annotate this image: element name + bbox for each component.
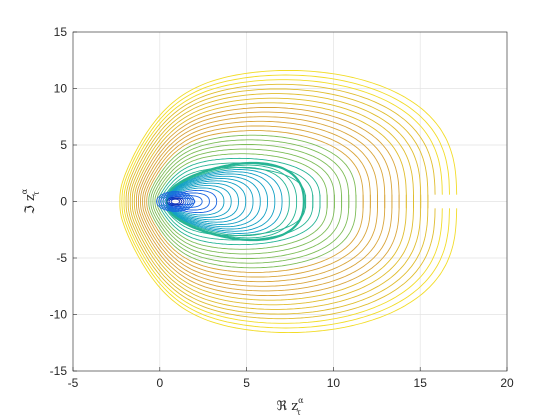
x-axis-label: ℜ zα τ [277, 396, 305, 417]
contour-line [168, 197, 183, 206]
contour-line [125, 83, 436, 202]
y-axis-label: ℑ zα τ [20, 188, 41, 214]
contour-line [150, 139, 350, 202]
y-tick-label: 5 [60, 138, 67, 152]
contour-line [142, 120, 378, 202]
x-tick-label: -5 [68, 376, 79, 390]
contour-line [125, 201, 436, 320]
contour-line [123, 201, 443, 324]
contour-line [156, 191, 195, 212]
y-tick-label: 15 [54, 25, 68, 39]
contour-line [170, 198, 181, 205]
contour-line [131, 97, 414, 202]
contour-line [131, 201, 414, 306]
contour-line [166, 171, 276, 232]
contour-line [156, 201, 328, 250]
contour-line [166, 187, 225, 216]
contour-line [162, 194, 189, 209]
x-tick-label: 0 [156, 376, 163, 390]
x-tick-label: 15 [414, 376, 428, 390]
contour-line [152, 201, 343, 259]
y-tick-label: -5 [56, 251, 67, 265]
contour-line [127, 88, 429, 202]
contour-line [166, 178, 254, 225]
contour-line [166, 169, 283, 234]
contour-line [150, 201, 350, 264]
contour-line [123, 79, 443, 202]
contour-line [146, 130, 364, 202]
contour-line [148, 134, 357, 202]
y-tick-label: -15 [50, 364, 68, 378]
x-ticks: -5 0 5 10 15 20 [68, 367, 514, 390]
y-tick-label: 0 [60, 195, 67, 209]
contour-line [133, 102, 407, 202]
contour-line [140, 116, 386, 202]
contour-line [129, 93, 422, 202]
x-tick-label: 10 [327, 376, 341, 390]
contour-line [166, 180, 247, 223]
y-tick-label: -10 [50, 308, 68, 322]
contour-line [166, 175, 261, 228]
y-tick-label: 10 [54, 82, 68, 96]
contour-line [138, 201, 393, 292]
contour-line [140, 201, 386, 287]
contour-line [119, 69, 458, 202]
contour-line [154, 148, 335, 202]
contour-line [166, 196, 185, 207]
x-tick-label: 5 [243, 376, 250, 390]
contour-line [160, 201, 314, 241]
grid [72, 31, 508, 372]
contour-line [158, 201, 321, 246]
contour-line [166, 185, 232, 218]
contour-line [146, 201, 364, 273]
contour-line [135, 106, 400, 202]
contour-line [162, 201, 307, 236]
contour-line [165, 161, 306, 242]
contour-line [166, 173, 268, 230]
contour-line [121, 201, 450, 329]
contour-line [166, 182, 239, 221]
contour-line [129, 201, 422, 310]
contour-line [138, 111, 393, 202]
contour-line [152, 144, 343, 202]
contour-line [154, 201, 335, 255]
contour-line [162, 167, 307, 202]
contour-line [164, 195, 187, 208]
contour-line [148, 201, 357, 269]
x-tick-label: 20 [500, 376, 514, 390]
contour-line [127, 201, 429, 315]
contour-line [133, 201, 407, 301]
contour-line [158, 157, 321, 202]
contour-line [121, 74, 450, 202]
contour-line [166, 166, 290, 237]
contour-lines [119, 69, 458, 334]
y-ticks: -15 -10 -5 0 5 10 15 [50, 25, 77, 378]
contour-line [156, 153, 328, 202]
contour-line [119, 201, 458, 334]
contour-line [160, 162, 314, 202]
contour-line [142, 201, 378, 283]
contour-line [158, 192, 193, 211]
contour-line [135, 201, 400, 297]
contour-line [144, 201, 371, 278]
contour-line [144, 125, 371, 202]
contour-line [160, 193, 191, 210]
